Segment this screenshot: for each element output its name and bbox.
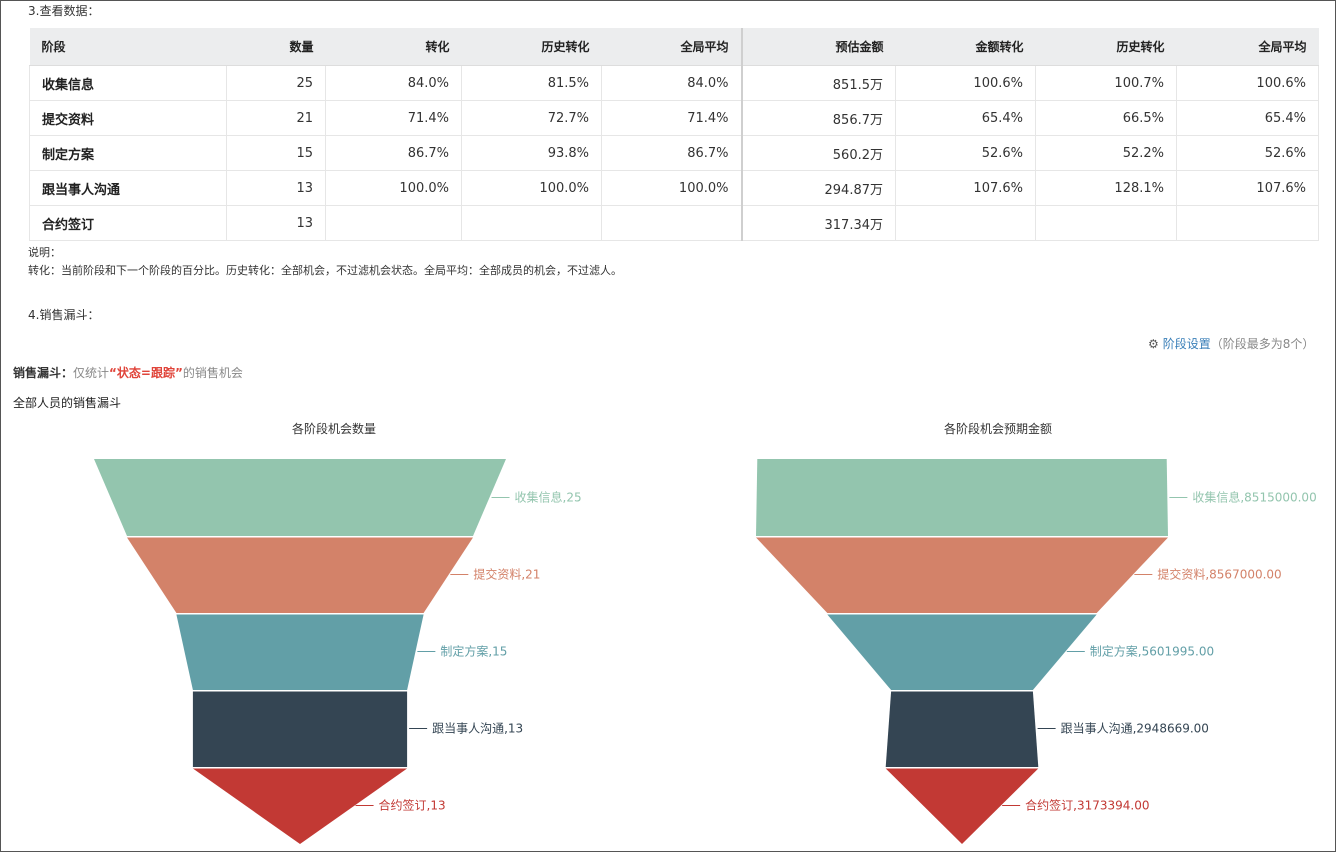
- funnel-segment[interactable]: [176, 614, 424, 691]
- section-3-title: 3.查看数据：: [28, 4, 100, 18]
- funnel-segment[interactable]: [827, 614, 1097, 691]
- table-cell: 100.6%: [1176, 65, 1319, 101]
- col-header-amount-global-average: 全局平均: [1176, 28, 1319, 66]
- funnel-desc-suffix: 的销售机会: [182, 366, 243, 380]
- table-cell: 100.0%: [325, 170, 462, 206]
- table-row: 收集信息 25 84.0% 81.5% 84.0% 851.5万 100.6% 100.7% 1…: [29, 65, 1319, 101]
- stage-settings: ⚙ 阶段设置（阶段最多为8个）: [1148, 335, 1314, 352]
- funnel-label: 收集信息,25: [515, 490, 582, 505]
- table-cell: 52.6%: [1176, 135, 1319, 171]
- table-cell: [1176, 205, 1319, 241]
- table-cell: 93.8%: [461, 135, 602, 171]
- chart-title: 各阶段机会预期金额: [944, 421, 1052, 436]
- table-cell: 107.6%: [1176, 170, 1319, 206]
- table-cell: [895, 205, 1036, 241]
- stage-name-cell: 提交资料: [29, 100, 227, 136]
- funnel-label: 制定方案,5601995.00: [1090, 644, 1214, 659]
- table-cell: 86.7%: [601, 135, 743, 171]
- table-header-row: 阶段 数量 转化 历史转化 全局平均 预估金额 金额转化 历史转化 全局平均: [29, 28, 1319, 66]
- table-row: 提交资料 21 71.4% 72.7% 71.4% 856.7万 65.4% 66.5% 65.…: [29, 100, 1319, 136]
- table-cell: [461, 205, 602, 241]
- funnel-subhead: 全部人员的销售漏斗: [13, 396, 122, 410]
- table-cell: 100.7%: [1035, 65, 1177, 101]
- col-header-amount-conversion: 金额转化: [895, 28, 1036, 66]
- note-title: 说明：: [28, 246, 61, 259]
- funnel-segment[interactable]: [756, 537, 1168, 614]
- funnel-label: 合约签订,13: [379, 798, 446, 813]
- table-row: 制定方案 15 86.7% 93.8% 86.7% 560.2万 52.6% 52.2% 52.…: [29, 135, 1319, 171]
- stage-settings-link[interactable]: 阶段设置: [1162, 337, 1211, 351]
- funnel-segment[interactable]: [127, 537, 473, 614]
- funnel-segment[interactable]: [94, 459, 506, 536]
- table-cell: 856.7万: [741, 100, 896, 136]
- table-cell: 65.4%: [895, 100, 1036, 136]
- funnel-desc-label: 销售漏斗：: [13, 366, 74, 380]
- table-cell: 851.5万: [741, 65, 896, 101]
- stage-name-cell: 合约签订: [29, 205, 227, 241]
- funnel-label: 跟当事人沟通,2948669.00: [1061, 722, 1209, 736]
- table-cell: 25: [226, 65, 326, 101]
- funnel-segment[interactable]: [885, 768, 1039, 845]
- table-cell: 294.87万: [741, 170, 896, 206]
- stage-name-cell: 跟当事人沟通: [29, 170, 227, 206]
- table-cell: 317.34万: [741, 205, 896, 241]
- chart-title: 各阶段机会数量: [292, 421, 376, 436]
- col-header-amount-history-conversion: 历史转化: [1035, 28, 1177, 66]
- table-cell: 21: [226, 100, 326, 136]
- table-cell: [325, 205, 462, 241]
- funnel-desc-highlight: “状态=跟踪”: [109, 366, 183, 380]
- funnel-segment[interactable]: [192, 768, 408, 845]
- note-text: 转化：当前阶段和下一个阶段的百分比。历史转化：全部机会，不过滤机会状态。全局平均…: [28, 264, 622, 277]
- table-cell: 84.0%: [601, 65, 743, 101]
- funnel-label: 制定方案,15: [440, 644, 507, 659]
- col-header-count: 数量: [226, 28, 326, 66]
- col-header-conversion: 转化: [325, 28, 462, 66]
- stage-name-cell: 收集信息: [29, 65, 227, 101]
- table-row: 合约签订 13 317.34万: [29, 205, 1319, 241]
- col-header-stage: 阶段: [29, 28, 227, 66]
- section-4-title: 4.销售漏斗：: [28, 308, 100, 322]
- table-cell: 100.0%: [601, 170, 743, 206]
- funnel-desc-prefix: 仅统计: [73, 366, 110, 380]
- stats-table: 阶段 数量 转化 历史转化 全局平均 预估金额 金额转化 历史转化 全局平均 收…: [29, 28, 1319, 241]
- funnel-description: 销售漏斗：仅统计“状态=跟踪”的销售机会: [13, 364, 243, 381]
- table-cell: 65.4%: [1176, 100, 1319, 136]
- funnel-label: 收集信息,8515000.00: [1192, 490, 1316, 505]
- table-cell: [601, 205, 743, 241]
- funnel-segment[interactable]: [756, 459, 1168, 536]
- funnel-label: 跟当事人沟通,13: [432, 722, 523, 736]
- table-cell: 13: [226, 205, 326, 241]
- funnel-label: 合约签订,3173394.00: [1025, 798, 1149, 813]
- funnel-label: 提交资料,21: [473, 567, 540, 582]
- funnel-segment[interactable]: [192, 691, 408, 768]
- table-row: 跟当事人沟通 13 100.0% 100.0% 100.0% 294.87万 107.6% 1…: [29, 170, 1319, 206]
- gear-icon[interactable]: ⚙: [1148, 337, 1159, 351]
- funnel-label: 提交资料,8567000.00: [1157, 567, 1281, 582]
- col-header-global-average: 全局平均: [601, 28, 743, 66]
- funnel-segment[interactable]: [885, 691, 1039, 768]
- table-cell: 66.5%: [1035, 100, 1177, 136]
- table-cell: [1035, 205, 1177, 241]
- table-cell: 107.6%: [895, 170, 1036, 206]
- table-cell: 52.6%: [895, 135, 1036, 171]
- table-cell: 13: [226, 170, 326, 206]
- stage-settings-hint: （阶段最多为8个）: [1210, 337, 1315, 351]
- table-cell: 81.5%: [461, 65, 602, 101]
- col-header-estimated-amount: 预估金额: [741, 28, 896, 66]
